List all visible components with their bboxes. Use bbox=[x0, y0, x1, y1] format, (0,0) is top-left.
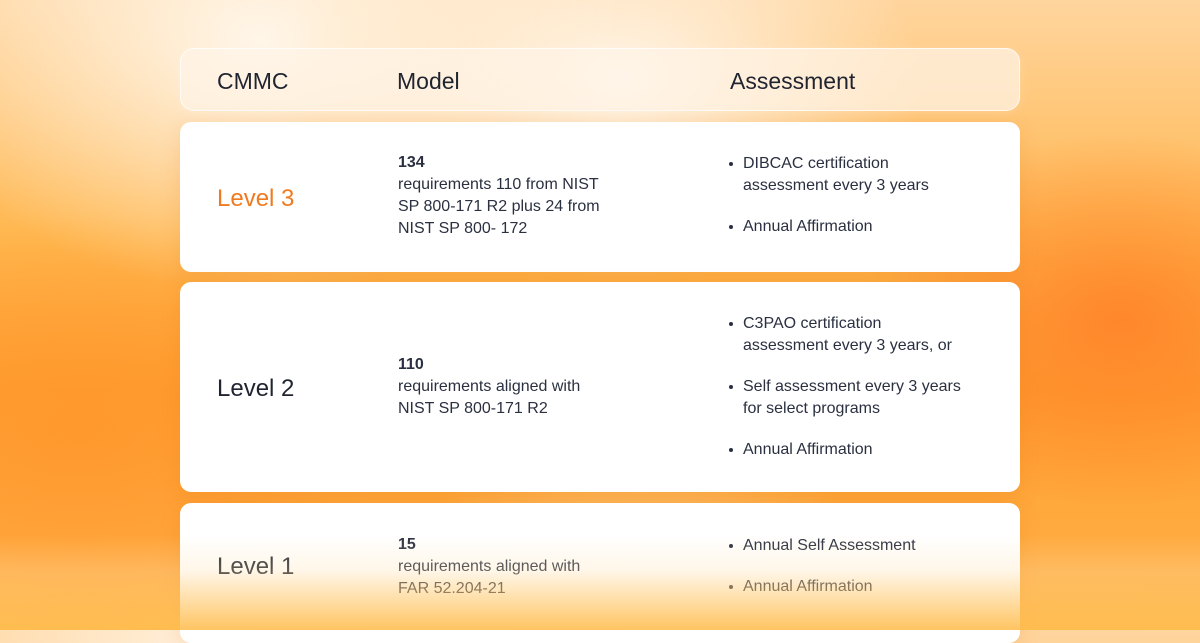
level-3-assessment-item-2-line-1: Annual Affirmation bbox=[743, 218, 873, 235]
level-2-assessment-item-1: C3PAO certification assessment every 3 y… bbox=[728, 313, 998, 357]
level-1-requirement-count: 15 bbox=[398, 536, 416, 553]
header-cmmc: CMMC bbox=[217, 68, 289, 94]
level-2-label: Level 2 bbox=[217, 375, 295, 402]
level-1-assessment-item-2-line-1: Annual Affirmation bbox=[743, 578, 873, 595]
level-2-row: Level 2 110 requirements aligned with NI… bbox=[180, 282, 1020, 492]
header-assessment: Assessment bbox=[730, 68, 856, 94]
level-1-assessment-item-2: Annual Affirmation bbox=[728, 576, 998, 598]
level-3-label: Level 3 bbox=[217, 185, 295, 212]
level-1-assessment-list: Annual Self Assessment Annual Affirmatio… bbox=[728, 535, 998, 598]
level-2-assessment-item-2-line-1: Self assessment every 3 years bbox=[743, 378, 961, 395]
level-1-assessment-item-1: Annual Self Assessment bbox=[728, 535, 998, 557]
level-2-model: 110 requirements aligned with NIST SP 80… bbox=[398, 354, 648, 420]
level-3-assessment-item-1-line-2: assessment every 3 years bbox=[743, 177, 929, 194]
level-2-assessment-item-1-line-2: assessment every 3 years, or bbox=[743, 337, 952, 354]
level-1-model: 15 requirements aligned with FAR 52.204-… bbox=[398, 534, 648, 600]
level-2-assessment-list: C3PAO certification assessment every 3 y… bbox=[728, 313, 998, 461]
level-2-assessment-item-2: Self assessment every 3 years for select… bbox=[728, 376, 998, 420]
level-1-model-line-2: FAR 52.204-21 bbox=[398, 580, 506, 597]
cmmc-comparison-slide: CMMC Model Assessment Level 3 134 requir… bbox=[0, 48, 1200, 630]
level-2-assessment-item-3: Annual Affirmation bbox=[728, 439, 998, 461]
level-1-model-line-1: requirements aligned with bbox=[398, 558, 581, 575]
level-3-assessment-item-2: Annual Affirmation bbox=[728, 216, 998, 238]
level-3-model-line-1: requirements 110 from NIST bbox=[398, 176, 599, 193]
level-1-row: Level 1 15 requirements aligned with FAR… bbox=[180, 503, 1020, 643]
level-2-assessment-item-3-line-1: Annual Affirmation bbox=[743, 441, 873, 458]
level-3-model-line-3: NIST SP 800- 172 bbox=[398, 220, 528, 237]
level-3-model-line-2: SP 800-171 R2 plus 24 from bbox=[398, 198, 600, 215]
level-1-label: Level 1 bbox=[217, 553, 295, 580]
level-2-assessment-item-2-line-2: for select programs bbox=[743, 400, 880, 417]
level-3-model: 134 requirements 110 from NIST SP 800-17… bbox=[398, 152, 648, 240]
level-3-requirement-count: 134 bbox=[398, 154, 425, 171]
level-3-assessment-item-1-line-1: DIBCAC certification bbox=[743, 155, 889, 172]
level-2-model-line-2: NIST SP 800-171 R2 bbox=[398, 400, 548, 417]
level-3-row: Level 3 134 requirements 110 from NIST S… bbox=[180, 122, 1020, 272]
level-3-assessment-item-1: DIBCAC certification assessment every 3 … bbox=[728, 153, 998, 197]
level-1-assessment-item-1-line-1: Annual Self Assessment bbox=[743, 537, 916, 554]
level-2-requirement-count: 110 bbox=[398, 356, 424, 373]
level-2-model-line-1: requirements aligned with bbox=[398, 378, 581, 395]
level-2-assessment-item-1-line-1: C3PAO certification bbox=[743, 315, 882, 332]
level-3-assessment-list: DIBCAC certification assessment every 3 … bbox=[728, 153, 998, 238]
header-model: Model bbox=[397, 68, 460, 94]
table-header: CMMC Model Assessment bbox=[180, 48, 1020, 111]
